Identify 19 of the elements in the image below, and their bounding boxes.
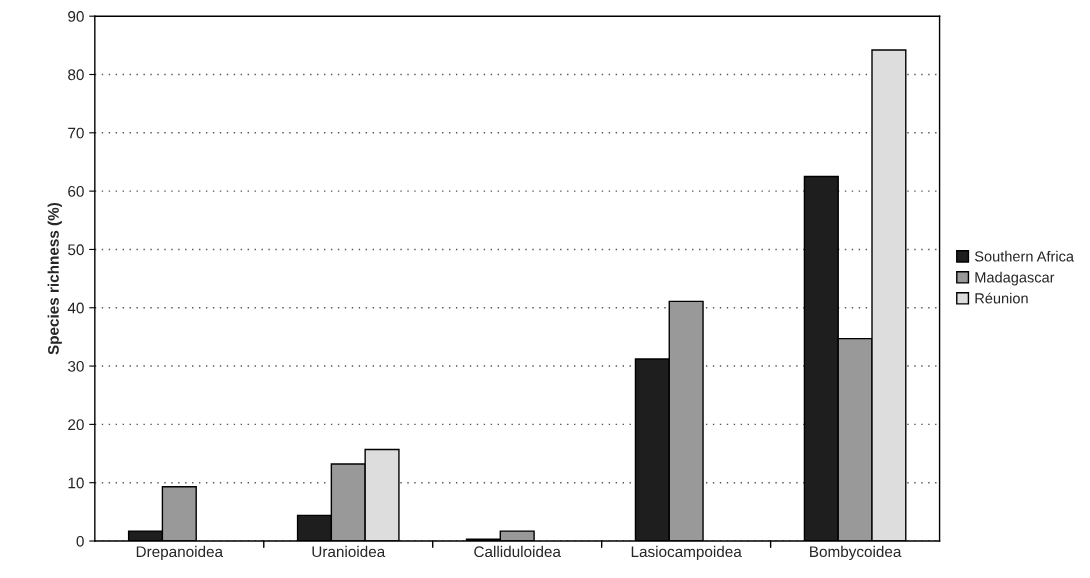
y-tick-label: 30 (68, 360, 84, 372)
x-tick-label: Bombycoidea (810, 545, 902, 561)
y-tick-label: 20 (68, 419, 84, 431)
x-tick-label: Calliduloidea (474, 545, 561, 558)
y-tick-label: 50 (68, 244, 84, 256)
y-tick-label: 80 (68, 69, 84, 81)
y-tick-label: 60 (68, 185, 84, 197)
legend-label: Southern Africa (974, 250, 1074, 262)
y-axis-title: Species richness (%) (47, 202, 62, 355)
x-tick-label: Lasiocampoidea (631, 545, 742, 561)
x-tick-label: Uranioidea (312, 545, 386, 558)
y-tick-label: 10 (68, 477, 84, 489)
legend-label: Réunion (975, 292, 1028, 304)
x-tick-label: Drepanoidea (136, 545, 224, 561)
y-tick-label: 40 (67, 302, 84, 314)
legend-label: Madagascar (975, 271, 1055, 286)
y-tick-label: 70 (68, 127, 84, 139)
y-tick-label: 0 (76, 535, 84, 547)
y-tick-label: 90 (68, 11, 84, 22)
